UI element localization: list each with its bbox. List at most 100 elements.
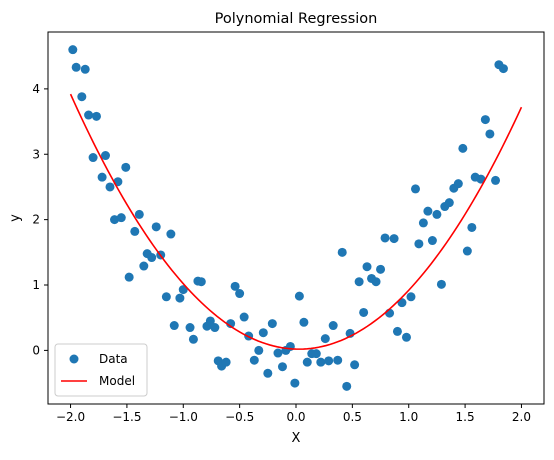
data-point [100, 151, 110, 161]
data-point [389, 234, 399, 244]
data-point [316, 357, 326, 367]
data-point [320, 334, 330, 344]
data-point [302, 357, 312, 367]
data-point [88, 153, 98, 163]
data-point [116, 213, 126, 223]
data-point [436, 279, 446, 289]
x-tick-label: 0.0 [286, 410, 305, 424]
legend-label: Model [99, 374, 135, 388]
data-point [418, 218, 428, 228]
data-point [205, 316, 215, 326]
data-point [235, 289, 245, 299]
data-point [80, 64, 90, 74]
data-point [354, 277, 364, 287]
data-point [414, 239, 424, 249]
y-axis: 0 1 2 3 4 [32, 82, 48, 357]
model-line [69, 93, 523, 350]
data-point [277, 362, 287, 372]
data-point [359, 307, 369, 317]
x-tick-label: 1.5 [456, 410, 475, 424]
y-tick-label: 4 [32, 82, 40, 96]
chart-title: Polynomial Regression [215, 11, 378, 27]
x-axis: −2.0 −1.5 −1.0 −0.5 0.0 0.5 1.0 1.5 2.0 [56, 404, 531, 424]
y-axis-label: y [8, 214, 23, 222]
data-point [480, 115, 490, 125]
y-tick-label: 2 [32, 213, 40, 227]
data-point [166, 229, 176, 239]
x-tick-label: −1.0 [169, 410, 198, 424]
x-tick-label: −1.5 [112, 410, 141, 424]
data-point [185, 323, 195, 333]
data-point [432, 209, 442, 219]
data-point [258, 328, 268, 338]
data-point [299, 317, 309, 327]
data-point [476, 174, 486, 184]
data-point [467, 222, 477, 232]
data-point [91, 111, 101, 121]
data-point [134, 209, 144, 219]
x-axis-label: X [292, 431, 301, 446]
data-point [175, 293, 185, 303]
x-tick-label: 1.0 [399, 410, 418, 424]
data-point [342, 381, 352, 391]
data-point [362, 262, 372, 272]
data-point [491, 175, 501, 185]
data-point [410, 184, 420, 194]
data-point [324, 356, 334, 366]
data-point [311, 349, 321, 359]
legend: Data Model [54, 343, 148, 397]
x-tick-label: 0.5 [343, 410, 362, 424]
data-point [121, 162, 131, 172]
x-tick-label: −0.5 [225, 410, 254, 424]
y-tick-label: 1 [32, 278, 40, 292]
data-point [139, 261, 149, 271]
y-tick-label: 3 [32, 147, 40, 161]
data-point [221, 357, 231, 367]
data-point [188, 334, 198, 344]
data-point [263, 368, 273, 378]
data-point [226, 319, 236, 329]
data-point [371, 277, 381, 287]
data-point [462, 246, 472, 256]
data-point [376, 264, 386, 274]
data-point [84, 110, 94, 120]
data-point [485, 129, 495, 139]
data-point [161, 292, 171, 302]
data-point [273, 348, 283, 358]
data-point [333, 355, 343, 365]
data-point [290, 378, 300, 388]
data-point [267, 319, 277, 329]
data-point [230, 281, 240, 291]
data-point [337, 247, 347, 257]
data-point [130, 226, 140, 236]
data-point [210, 323, 220, 333]
data-point [453, 179, 463, 189]
data-point [105, 182, 115, 192]
data-point [406, 292, 416, 302]
data-point [169, 321, 179, 331]
data-point [110, 215, 120, 225]
data-point [427, 236, 437, 246]
legend-label: Data [99, 352, 128, 366]
data-point [458, 143, 468, 153]
data-point [392, 326, 402, 336]
data-point [294, 291, 304, 301]
data-point [151, 222, 161, 232]
data-point [498, 64, 508, 74]
data-point [444, 198, 454, 208]
x-tick-label: 2.0 [512, 410, 531, 424]
data-point [77, 92, 87, 102]
x-tick-label: −2.0 [56, 410, 85, 424]
data-point [147, 253, 157, 263]
data-point [71, 62, 81, 72]
data-point [249, 355, 259, 365]
data-point [328, 321, 338, 331]
series-layer [68, 45, 523, 391]
data-point [254, 345, 264, 355]
legend-marker-data [69, 354, 79, 364]
data-point [350, 360, 360, 370]
data-point [380, 233, 390, 243]
data-point [124, 272, 134, 282]
